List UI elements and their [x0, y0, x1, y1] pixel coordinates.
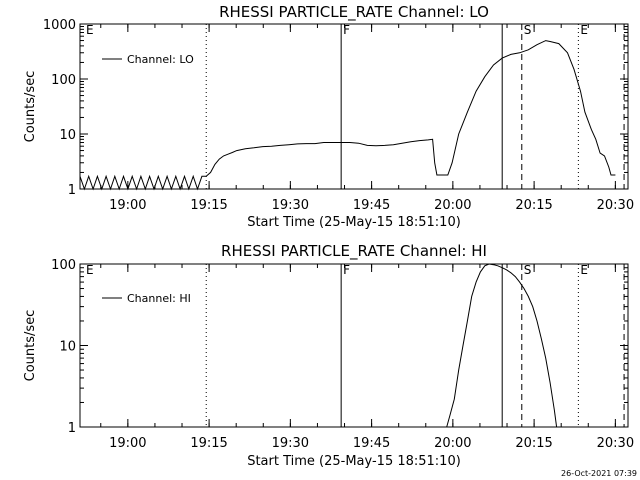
series-line	[446, 263, 558, 428]
x-tick-label: 20:00	[434, 198, 471, 213]
x-axis-label: Start Time (25-May-15 18:51:10)	[247, 454, 461, 469]
y-tick-label: 1	[68, 183, 76, 198]
x-tick-label: 19:45	[353, 198, 390, 213]
event-marker-label: S	[524, 23, 532, 37]
y-tick-label: 100	[51, 258, 76, 273]
y-tick-label: 1000	[43, 18, 76, 33]
x-tick-label: 19:15	[190, 436, 227, 451]
x-tick-label: 19:00	[109, 436, 146, 451]
y-axis-label: Counts/sec	[23, 310, 38, 382]
x-tick-label: 19:30	[272, 436, 309, 451]
series-line	[79, 40, 616, 191]
y-tick-label: 1	[68, 421, 76, 436]
x-tick-label: 20:15	[515, 198, 552, 213]
event-marker-label: F	[343, 263, 350, 277]
x-tick-label: 19:00	[109, 198, 146, 213]
x-axis-label: Start Time (25-May-15 18:51:10)	[247, 215, 461, 230]
x-tick-label: 19:15	[190, 198, 227, 213]
x-tick-label: 19:30	[272, 198, 309, 213]
lo-channel-panel: RHESSI PARTICLE_RATE Channel: LO 1 10 100 10…	[23, 3, 634, 230]
hi-channel-panel: RHESSI PARTICLE_RATE Channel: HI 1 10 100 19…	[23, 242, 634, 469]
footer-timestamp: 26-Oct-2021 07:39	[561, 469, 637, 478]
event-marker-label: E	[580, 263, 588, 277]
event-marker-label: E	[86, 23, 94, 37]
chart-title: RHESSI PARTICLE_RATE Channel: HI	[221, 242, 487, 261]
x-tick-label: 20:30	[597, 198, 634, 213]
event-marker-label: E	[580, 23, 588, 37]
plot-frame	[79, 23, 629, 190]
y-tick-label: 10	[59, 340, 76, 355]
event-marker-label: F	[343, 23, 350, 37]
x-tick-label: 20:00	[434, 436, 471, 451]
legend-entry: Channel: LO	[127, 53, 194, 66]
x-tick-label: 19:45	[353, 436, 390, 451]
y-tick-label: 100	[51, 73, 76, 88]
plot-frame	[79, 263, 629, 428]
y-axis-label: Counts/sec	[23, 71, 38, 143]
x-tick-label: 20:15	[515, 436, 552, 451]
event-marker-label: S	[524, 263, 532, 277]
x-tick-label: 20:30	[597, 436, 634, 451]
y-tick-label: 10	[59, 128, 76, 143]
legend-entry: Channel: HI	[127, 292, 191, 305]
event-marker-label: E	[86, 263, 94, 277]
chart-title: RHESSI PARTICLE_RATE Channel: LO	[219, 3, 489, 22]
